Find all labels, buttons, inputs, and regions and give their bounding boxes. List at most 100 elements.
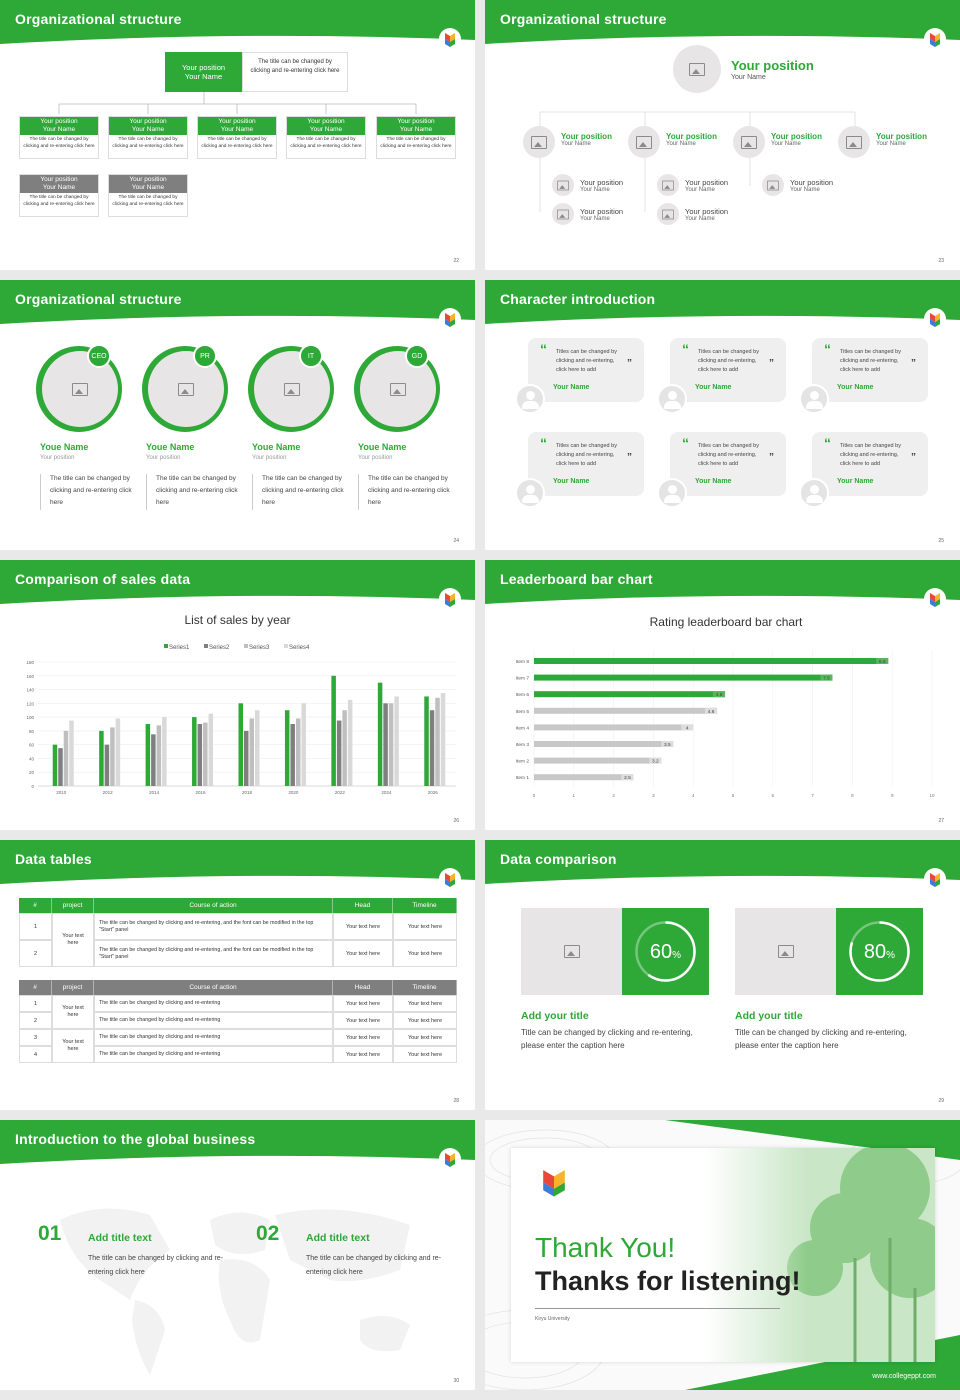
- person-desc: The title can be changed by clicking and…: [262, 475, 344, 506]
- data-label: 3.5: [664, 742, 671, 748]
- quote-card: “ Titles can be changed by clicking and r…: [528, 338, 644, 402]
- slide-30[interactable]: Introduction to the global business 01 Ad…: [0, 1120, 475, 1390]
- y-tick-label: 80: [29, 729, 35, 734]
- page-number: 27: [938, 818, 944, 824]
- person-name: Youe Name: [146, 442, 195, 452]
- slide-31[interactable]: Thank You! Thanks for listening! Kiryu U…: [485, 1120, 960, 1390]
- character-name: Your Name: [695, 384, 732, 391]
- table-header-cell: Timeline: [393, 980, 457, 995]
- position-header: Your position Your Name: [109, 117, 187, 135]
- page-number: 30: [453, 1378, 459, 1384]
- bar: [249, 718, 254, 786]
- legend-swatch: [244, 644, 248, 648]
- user-avatar: [799, 384, 829, 414]
- character-name: Your Name: [553, 384, 590, 391]
- bar: [534, 707, 718, 714]
- person-desc: The title can be changed by clicking and…: [368, 475, 450, 506]
- slide-25[interactable]: Character introduction “ Titles can be ch…: [485, 280, 960, 550]
- percent-unit: %: [672, 950, 682, 961]
- progress-ring: [635, 921, 696, 982]
- bar: [208, 713, 214, 786]
- y-tick-label: 180: [26, 660, 34, 665]
- name-label: Your Name: [666, 141, 696, 147]
- bar: [388, 703, 394, 786]
- bar: [156, 725, 162, 786]
- slide-28[interactable]: Data tables # project Course of action Head…: [0, 840, 475, 1110]
- divider: [358, 474, 359, 510]
- legend-label: Series4: [289, 645, 310, 651]
- bar: [347, 699, 353, 786]
- bar: [301, 703, 306, 786]
- thanks-card: Thank You! Thanks for listening! Kiryu U…: [511, 1148, 935, 1362]
- slide-29[interactable]: Data comparison 60% Add your title Title c…: [485, 840, 960, 1110]
- image-icon: [557, 209, 569, 219]
- table-header-cell: project: [52, 898, 94, 913]
- quote-text: Titles can be changed by clicking and re…: [698, 349, 759, 373]
- website-url[interactable]: www.collegeppt.com: [872, 1373, 936, 1380]
- bar: [534, 741, 674, 747]
- position-label: Your position: [40, 118, 78, 125]
- legend-swatch: [284, 644, 288, 648]
- logo-icon: [924, 588, 946, 610]
- position-box: Your position Your Name The title can be c…: [19, 174, 99, 217]
- y-tick-label: Item 6: [516, 692, 530, 698]
- bar: [52, 744, 58, 786]
- image-placeholder: [521, 908, 622, 995]
- x-tick-label: 6: [772, 793, 775, 798]
- image-placeholder: [735, 908, 836, 995]
- position-label: Your position: [771, 132, 822, 141]
- top-desc-box: The title can be changed by clicking and…: [242, 52, 348, 92]
- percent-box: 60%: [622, 908, 709, 995]
- name-label: Your Name: [685, 187, 715, 193]
- name-label: Your Name: [580, 216, 610, 222]
- slide-22[interactable]: Organizational structure Your position Y…: [0, 0, 475, 270]
- slide-27[interactable]: Leaderboard bar chart Rating leaderboard…: [485, 560, 960, 830]
- y-tick-label: Item 5: [516, 709, 530, 715]
- y-tick-label: 160: [26, 674, 34, 679]
- x-tick-label: 9: [891, 793, 894, 798]
- y-tick-label: 0: [31, 784, 34, 789]
- quote-text: Titles can be changed by clicking and re…: [698, 443, 759, 467]
- bar: [534, 724, 694, 731]
- slide-24[interactable]: Organizational structure CEO Youe Name You…: [0, 280, 475, 550]
- position-box: Your position Your Name The title can be c…: [19, 116, 99, 159]
- chart-title: Rating leaderboard bar chart: [649, 615, 803, 629]
- position-desc: The title can be changed by clicking and…: [201, 137, 273, 149]
- table-header-cell: #: [19, 980, 52, 995]
- bar: [115, 718, 121, 786]
- data-label-bg: [705, 707, 718, 714]
- position-label: Your position: [129, 118, 167, 125]
- bar: [284, 710, 290, 786]
- x-tick-label: 2014: [149, 790, 160, 795]
- quote-close-icon: ”: [627, 452, 632, 463]
- quote-open-icon: “: [682, 341, 689, 357]
- legend-label: Series2: [209, 645, 230, 651]
- position-label: Your position: [181, 63, 226, 72]
- user-icon-body: [522, 495, 539, 503]
- y-tick-label: 140: [26, 688, 34, 693]
- position-label: Your position: [218, 118, 256, 125]
- page-number: 29: [938, 1098, 944, 1104]
- top-position-box: Your position Your Name: [165, 52, 242, 92]
- slide-23[interactable]: Organizational structure Your position Y…: [485, 0, 960, 270]
- node-text: Your position Your Name: [561, 132, 612, 147]
- slide-header: [0, 280, 475, 324]
- name-label: Your Name: [561, 141, 591, 147]
- data-label-bg: [681, 724, 694, 731]
- data-label-bg: [621, 774, 634, 781]
- x-tick-label: 7: [811, 793, 814, 798]
- user-icon-body: [664, 401, 681, 409]
- y-tick-label: Item 3: [516, 742, 530, 748]
- logo-icon: [924, 308, 946, 330]
- person-avatar: [248, 346, 334, 432]
- character-name: Your Name: [553, 478, 590, 485]
- leaderboard-bar-chart: 0 1 2 3 4 5 6 7 8 9 10 Item 8 8.9 Item 7 7.5 Item 6 4.8 I…: [516, 650, 935, 798]
- slide-26[interactable]: Comparison of sales data List of sales b…: [0, 560, 475, 830]
- head-cell: Your text here: [333, 913, 393, 940]
- course-of-action: The title can be changed by clicking and…: [94, 1012, 333, 1029]
- image-icon: [741, 135, 757, 149]
- name-label: Your Name: [42, 126, 76, 133]
- name-label: Your Name: [131, 184, 165, 191]
- legend-swatch: [204, 644, 208, 648]
- slide-header: [0, 840, 475, 884]
